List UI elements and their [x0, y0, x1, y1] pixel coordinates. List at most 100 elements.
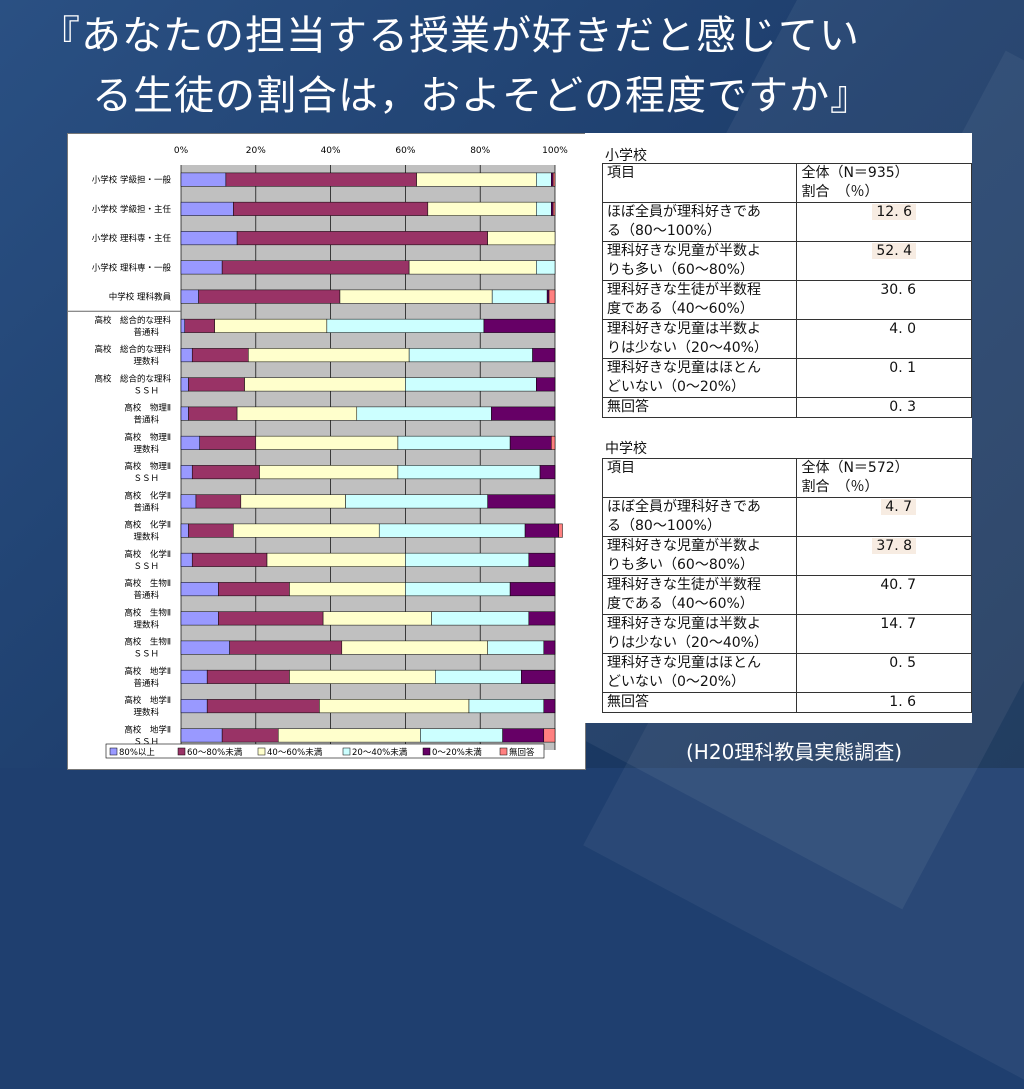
- category-label: 理数科: [133, 619, 159, 630]
- category-label: 高校 物理Ⅱ: [124, 432, 171, 443]
- bar-segment: [322, 611, 432, 626]
- row-label: 理科好きな児童は半数よ りは少ない（20～40%）: [601, 319, 798, 359]
- legend-swatch: [342, 747, 351, 756]
- bar-segment: [184, 318, 215, 333]
- bar-segment: [229, 640, 343, 655]
- bar-segment: [345, 494, 488, 509]
- category-label: 高校 物理Ⅱ: [124, 461, 171, 472]
- bar-segment: [405, 552, 530, 567]
- bar-segment: [408, 260, 537, 275]
- bar-segment: [435, 669, 522, 684]
- category-label: 理数科: [133, 444, 159, 455]
- row-value-text: 40. 7: [880, 577, 916, 593]
- bar-segment: [191, 465, 260, 480]
- bar-segment: [558, 523, 563, 538]
- row-value: 0. 5: [796, 653, 972, 693]
- category-label: 普通科: [133, 415, 159, 426]
- bar-segment: [248, 348, 410, 363]
- bar-segment: [188, 523, 234, 538]
- row-value: 40. 7: [796, 575, 972, 615]
- category-label: 普通科: [133, 327, 159, 338]
- header-total-line1: 全体（N＝572）: [801, 460, 909, 476]
- bar-segment: [180, 172, 227, 187]
- legend-swatch: [257, 747, 266, 756]
- table-header-row: 項目 全体（N＝935） 割合 （％）: [601, 163, 972, 203]
- bar-segment: [180, 435, 200, 450]
- title-line-1: 『あなたの担当する授業が好きだと感じてい: [40, 13, 860, 59]
- row-label: 理科好きな児童は半数よ りは少ない（20～40%）: [601, 614, 798, 654]
- table-row: 無回答 0. 3: [601, 397, 972, 418]
- row-label-line: ほぼ全員が理科好きであ: [607, 499, 761, 515]
- bar-segment: [539, 465, 556, 480]
- title-line-2: る生徒の割合は，およそどの程度ですか』: [92, 73, 871, 119]
- bar-segment: [420, 728, 503, 743]
- bar-segment: [277, 728, 421, 743]
- row-value: 30. 6: [796, 280, 972, 320]
- bar-segment: [509, 582, 556, 597]
- bar-segment: [341, 640, 488, 655]
- legend-label: 20～40%未満: [352, 747, 408, 758]
- row-label: 理科好きな生徒が半数程 度である（40～60%）: [601, 575, 798, 615]
- bar-segment: [206, 669, 290, 684]
- category-label: 高校 化学Ⅱ: [124, 520, 171, 531]
- x-tick-label: 100%: [542, 146, 568, 156]
- bar-segment: [233, 523, 380, 538]
- category-label: 小学校 理科専・主任: [92, 233, 172, 244]
- table-heading-elementary: 小学校: [605, 148, 647, 164]
- row-label-line: 理科好きな児童はほとん: [607, 360, 761, 376]
- row-label: 理科好きな児童はほとん どいない（0～20%）: [601, 653, 798, 693]
- bar-segment: [218, 582, 290, 597]
- bar-segment: [233, 201, 429, 216]
- table-heading-junior-high: 中学校: [605, 441, 647, 457]
- category-label: 高校 物理Ⅱ: [124, 403, 171, 414]
- category-label: 小学校 学級担・一般: [92, 175, 172, 186]
- row-label: 理科好きな児童が半数よ りも多い（60～80%）: [601, 536, 798, 576]
- row-value-text: 52. 4: [872, 243, 916, 259]
- legend-swatch: [422, 747, 431, 756]
- table-row: 理科好きな児童は半数よ りは少ない（20～40%） 14. 7: [601, 614, 972, 654]
- header-total: 全体（N＝572） 割合 （％）: [796, 458, 972, 498]
- bar-segment: [289, 669, 436, 684]
- row-value: 12. 6: [796, 202, 972, 242]
- row-value: 14. 7: [796, 614, 972, 654]
- bar-segment: [240, 494, 346, 509]
- bar-segment: [198, 289, 341, 304]
- row-label: ほぼ全員が理科好きであ る（80～100%）: [601, 202, 798, 242]
- category-label: 理数科: [133, 707, 159, 718]
- bar-segment: [188, 377, 245, 392]
- legend-box: [105, 743, 545, 759]
- table-row: 理科好きな児童が半数よ りも多い（60～80%） 52. 4: [601, 241, 972, 281]
- row-value: 4. 0: [796, 319, 972, 359]
- category-label: 高校 地学Ⅱ: [124, 695, 171, 706]
- header-total: 全体（N＝935） 割合 （％）: [796, 163, 972, 203]
- bar-segment: [180, 260, 223, 275]
- bar-segment: [378, 523, 526, 538]
- bar-segment: [536, 201, 552, 216]
- bar-segment: [180, 582, 219, 597]
- legend-label: 60～80%未満: [187, 747, 243, 758]
- row-value-text: 12. 6: [872, 204, 916, 220]
- bar-segment: [180, 406, 189, 421]
- row-label-line: ほぼ全員が理科好きであ: [607, 204, 761, 220]
- bar-segment: [552, 201, 556, 216]
- bar-segment: [180, 728, 223, 743]
- bar-segment: [180, 289, 199, 304]
- x-tick-label: 40%: [321, 146, 341, 156]
- bar-segment: [180, 377, 189, 392]
- bar-segment: [521, 669, 556, 684]
- row-label-line: 無回答: [607, 399, 649, 415]
- bar-segment: [405, 377, 537, 392]
- category-label: 高校 地学Ⅱ: [124, 666, 171, 677]
- x-tick-label: 20%: [246, 146, 266, 156]
- row-value-text: 4. 7: [881, 499, 916, 515]
- category-label: 小学校 理科専・一般: [92, 262, 172, 273]
- legend-label: 80%以上: [119, 748, 155, 758]
- row-label: 理科好きな生徒が半数程 度である（40～60%）: [601, 280, 798, 320]
- bar-segment: [180, 494, 197, 509]
- row-label-line: 度である（40～60%）: [607, 301, 754, 317]
- category-label: ＳＳＨ: [133, 737, 159, 747]
- bar-segment: [180, 523, 189, 538]
- header-total-line2: 割合 （％）: [801, 479, 879, 495]
- table-row: 理科好きな児童は半数よ りは少ない（20～40%） 4. 0: [601, 319, 972, 359]
